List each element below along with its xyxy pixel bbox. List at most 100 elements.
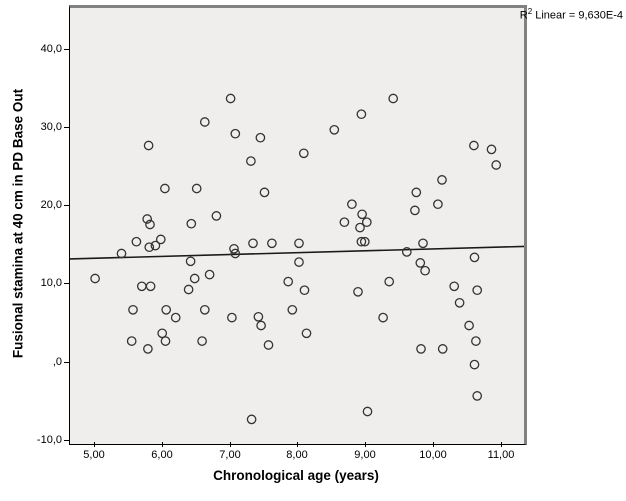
- data-point: [420, 265, 430, 276]
- data-point: [225, 93, 236, 104]
- scatter-canvas: [70, 93, 524, 425]
- data-point: [416, 344, 426, 354]
- data-point: [126, 336, 137, 346]
- data-point: [189, 273, 200, 284]
- data-point: [256, 320, 266, 331]
- data-point: [471, 336, 481, 346]
- data-point: [116, 248, 127, 259]
- data-point: [294, 238, 304, 249]
- y-tick: [64, 205, 69, 206]
- data-point: [186, 218, 197, 229]
- data-point: [287, 304, 298, 315]
- data-point: [469, 140, 479, 151]
- data-point: [347, 199, 357, 210]
- data-point: [197, 336, 207, 346]
- data-point: [329, 124, 340, 135]
- data-point: [356, 236, 367, 247]
- data-point: [170, 312, 181, 323]
- data-point: [253, 311, 264, 322]
- data-point: [183, 284, 194, 295]
- data-point: [128, 304, 138, 315]
- data-point: [299, 285, 310, 296]
- y-tick-label: -10,0: [36, 434, 62, 446]
- data-point: [355, 222, 365, 233]
- x-tick-label: 9,00: [354, 449, 376, 461]
- r-squared-annotation: R2 Linear = 9,630E-4: [520, 7, 623, 22]
- data-point: [469, 252, 480, 263]
- x-tick-label: 10,00: [419, 449, 447, 461]
- data-point: [472, 391, 483, 401]
- y-tick-label: 30,0: [40, 121, 62, 133]
- x-tick: [433, 442, 434, 447]
- data-point: [136, 281, 147, 292]
- data-point: [263, 340, 274, 350]
- data-point: [464, 320, 474, 331]
- data-point: [199, 304, 210, 315]
- x-tick: [162, 442, 163, 447]
- data-point: [353, 286, 363, 297]
- data-point: [248, 238, 258, 249]
- r2-prefix: R: [519, 9, 528, 22]
- x-tick-label: 5,00: [83, 449, 105, 461]
- data-point: [361, 217, 372, 228]
- data-point: [418, 238, 428, 249]
- data-point: [294, 257, 304, 267]
- data-point: [142, 214, 153, 224]
- data-point: [410, 205, 420, 216]
- data-point: [230, 128, 241, 139]
- y-tick: [64, 49, 69, 50]
- x-tick: [501, 442, 502, 447]
- data-point: [357, 209, 367, 220]
- x-tick: [297, 442, 298, 447]
- y-axis-title: Fusional stamina at 40 cm in PD Base Out: [10, 88, 26, 359]
- data-point: [227, 312, 237, 323]
- r2-text: Linear = 9,630E-4: [532, 9, 623, 22]
- x-tick: [230, 442, 231, 447]
- data-point: [472, 285, 483, 296]
- data-point: [157, 328, 168, 339]
- data-point: [143, 344, 153, 354]
- data-point: [150, 240, 161, 251]
- data-point: [145, 219, 155, 230]
- data-point: [160, 183, 170, 194]
- data-point: [211, 211, 222, 221]
- x-tick: [94, 442, 95, 447]
- data-point: [384, 276, 395, 287]
- data-point: [437, 175, 447, 185]
- x-axis-title: Chronological age (years): [213, 468, 379, 483]
- data-point: [454, 297, 465, 308]
- x-tick-label: 11,00: [487, 449, 515, 461]
- data-point: [362, 406, 373, 417]
- data-point: [155, 234, 166, 245]
- data-point: [230, 248, 241, 259]
- x-tick: [365, 442, 366, 447]
- data-point: [433, 199, 443, 210]
- data-point: [486, 144, 497, 155]
- data-point: [298, 148, 309, 159]
- data-point: [199, 117, 210, 127]
- data-point: [339, 217, 350, 228]
- data-point: [160, 336, 171, 346]
- y-tick: [64, 283, 69, 284]
- data-point: [359, 236, 370, 247]
- data-point: [246, 414, 257, 425]
- r2-superscript: 2: [527, 7, 533, 16]
- data-point: [388, 93, 399, 104]
- data-point: [411, 187, 422, 198]
- data-point: [144, 242, 155, 253]
- data-point: [449, 281, 460, 292]
- data-point: [161, 304, 172, 315]
- data-point: [267, 238, 277, 249]
- data-point: [259, 187, 270, 198]
- plot-area: [69, 5, 527, 445]
- y-tick-label: 20,0: [40, 199, 62, 211]
- y-tick-label: ,0: [52, 356, 62, 368]
- data-point: [301, 328, 312, 339]
- y-tick-label: 10,0: [40, 277, 62, 289]
- data-point: [491, 160, 502, 170]
- data-point: [401, 247, 412, 257]
- data-point: [229, 243, 239, 254]
- data-point: [131, 236, 142, 247]
- x-tick-label: 7,00: [219, 449, 241, 461]
